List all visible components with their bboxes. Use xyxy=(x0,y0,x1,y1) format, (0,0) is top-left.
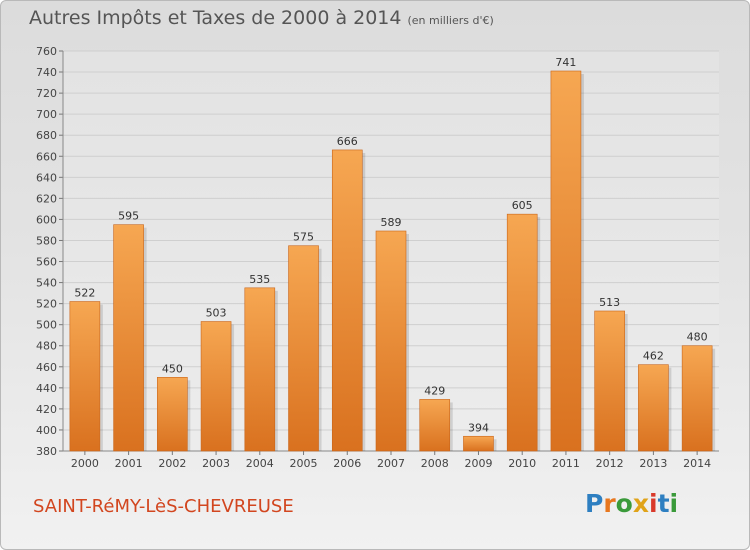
bar xyxy=(157,377,188,452)
y-tick-label: 460 xyxy=(36,361,57,374)
y-tick-label: 400 xyxy=(36,424,57,437)
y-tick-label: 600 xyxy=(36,213,57,226)
y-tick-label: 520 xyxy=(36,298,57,311)
y-tick-label: 540 xyxy=(36,277,57,290)
x-tick-label: 2004 xyxy=(246,457,274,470)
proxiti-logo: Proxiti xyxy=(585,489,678,518)
bar xyxy=(594,310,625,452)
logo-letter: o xyxy=(615,489,633,518)
y-tick-label: 620 xyxy=(36,192,57,205)
data-label: 462 xyxy=(643,350,664,363)
bar xyxy=(419,399,451,452)
logo-letter: i xyxy=(669,489,679,518)
x-tick-label: 2006 xyxy=(333,457,361,470)
y-tick-label: 440 xyxy=(36,382,57,395)
bar xyxy=(288,245,319,452)
x-tick-label: 2005 xyxy=(290,457,318,470)
data-label: 522 xyxy=(74,287,95,300)
logo-letter: i xyxy=(649,489,658,518)
commune-name: SAINT-RéMY-LèS-CHEVREUSE xyxy=(33,496,294,517)
bar xyxy=(550,70,582,452)
x-tick-label: 2010 xyxy=(508,457,536,470)
bar xyxy=(506,213,538,452)
chart-unit: (en milliers d'€) xyxy=(407,14,494,27)
data-label: 429 xyxy=(424,384,445,397)
data-label: 513 xyxy=(599,296,620,309)
y-tick-label: 420 xyxy=(36,403,57,416)
data-label: 480 xyxy=(687,331,708,344)
data-label: 741 xyxy=(555,56,576,69)
data-label: 394 xyxy=(468,421,489,434)
y-tick-label: 740 xyxy=(36,66,57,79)
logo-letter: t xyxy=(657,489,670,518)
y-tick-label: 480 xyxy=(36,340,57,353)
y-tick-label: 680 xyxy=(36,129,57,142)
bar xyxy=(244,287,276,452)
bar xyxy=(200,321,232,452)
bar xyxy=(113,224,144,452)
x-tick-label: 2013 xyxy=(639,457,667,470)
data-label: 575 xyxy=(293,231,314,244)
data-label: 535 xyxy=(249,273,270,286)
bar xyxy=(638,364,669,452)
data-label: 666 xyxy=(337,135,358,148)
bar xyxy=(69,301,101,452)
x-tick-label: 2001 xyxy=(115,457,143,470)
bar xyxy=(463,435,494,452)
y-tick-label: 380 xyxy=(36,445,57,458)
chart-title: Autres Impôts et Taxes de 2000 à 2014 (en… xyxy=(29,7,494,29)
y-tick-label: 500 xyxy=(36,319,57,332)
y-tick-label: 720 xyxy=(36,87,57,100)
y-tick-label: 700 xyxy=(36,108,57,121)
y-tick-label: 660 xyxy=(36,150,57,163)
x-tick-label: 2000 xyxy=(71,457,99,470)
x-tick-label: 2014 xyxy=(683,457,711,470)
logo-letter: r xyxy=(603,489,616,518)
data-label: 589 xyxy=(381,216,402,229)
data-label: 503 xyxy=(206,307,227,320)
data-label: 595 xyxy=(118,210,139,223)
x-tick-label: 2007 xyxy=(377,457,405,470)
bar xyxy=(681,345,713,452)
x-tick-label: 2012 xyxy=(596,457,624,470)
data-label: 450 xyxy=(162,362,183,375)
data-label: 605 xyxy=(512,199,533,212)
bar xyxy=(331,149,363,452)
y-tick-label: 760 xyxy=(36,45,57,58)
y-tick-label: 640 xyxy=(36,171,57,184)
x-tick-label: 2011 xyxy=(552,457,580,470)
x-tick-label: 2003 xyxy=(202,457,230,470)
x-tick-label: 2009 xyxy=(464,457,492,470)
y-tick-label: 580 xyxy=(36,234,57,247)
x-tick-label: 2008 xyxy=(421,457,449,470)
logo-letter: x xyxy=(632,489,649,518)
x-tick-label: 2002 xyxy=(158,457,186,470)
chart-title-text: Autres Impôts et Taxes de 2000 à 2014 xyxy=(29,7,402,29)
y-tick-label: 560 xyxy=(36,256,57,269)
bar xyxy=(375,230,407,452)
logo-letter: P xyxy=(585,489,604,518)
